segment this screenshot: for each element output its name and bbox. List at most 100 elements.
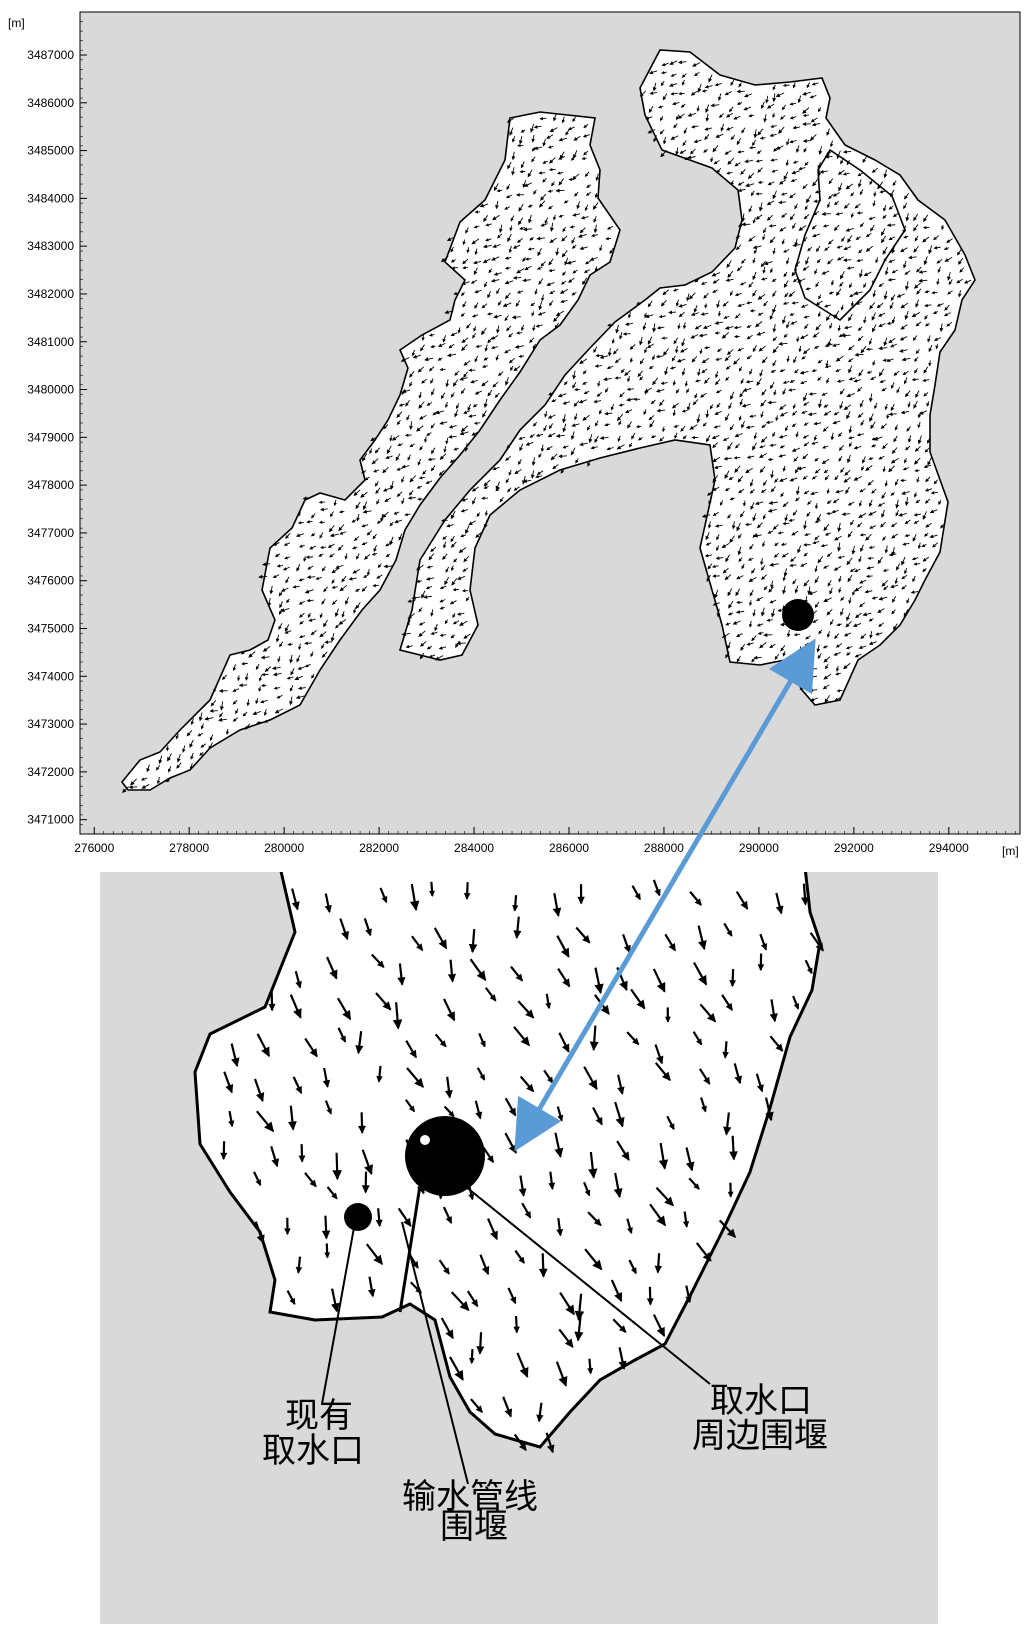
velocity-arrow-head [875,632,880,636]
velocity-arrow-head [533,125,538,129]
velocity-arrow-head [375,489,380,495]
velocity-arrow-head [837,547,842,552]
velocity-arrow-head [491,257,496,261]
velocity-arrow-head [833,567,839,571]
velocity-arrow-head [439,633,444,637]
velocity-arrow-head [380,517,384,523]
velocity-arrow-head [586,184,590,188]
velocity-arrow-head [610,406,614,411]
velocity-arrow-head [295,1085,302,1095]
velocity-arrow-head [878,596,883,601]
velocity-arrow-head [677,114,683,119]
velocity-arrow-head [165,747,170,752]
velocity-arrow-head [822,224,827,228]
velocity-arrow-head [298,646,302,651]
velocity-arrow-head [575,459,579,464]
velocity-arrow-head [863,319,867,324]
velocity-arrow-head [329,533,335,538]
velocity-arrow-head [906,599,910,604]
velocity-arrow-head [273,686,278,690]
velocity-arrow-head [271,1158,279,1168]
velocity-arrow-head [882,445,886,450]
velocity-arrow-head [690,334,695,339]
velocity-arrow-head [459,377,464,381]
velocity-arrow-head [660,152,665,158]
velocity-arrow-head [376,1075,383,1083]
velocity-arrow-head [883,207,887,212]
velocity-arrow-head [753,435,758,440]
velocity-arrow-head [923,533,928,537]
velocity-arrow-head [888,206,893,210]
velocity-arrow-head [775,93,781,97]
velocity-arrow-head [748,578,754,583]
velocity-arrow-head [800,335,805,339]
velocity-arrow-head [759,445,763,449]
velocity-arrow-head [324,640,329,644]
velocity-arrow-head [448,434,453,439]
velocity-arrow-head [571,239,575,244]
velocity-arrow-head [856,258,861,263]
velocity-arrow-head [450,567,455,572]
velocity-arrow-head [577,233,583,238]
velocity-arrow-head [717,313,722,317]
velocity-arrow-head [572,118,576,123]
velocity-arrow-head [792,160,797,164]
velocity-arrow-head [430,631,435,635]
velocity-arrow-head [397,977,406,986]
velocity-arrow-head [425,586,430,590]
velocity-arrow-head [200,744,205,748]
velocity-arrow-head [826,511,830,516]
velocity-arrow-head [730,395,734,400]
velocity-arrow-head [762,270,766,274]
velocity-arrow-head [778,478,784,482]
velocity-arrow-head [329,969,338,980]
velocity-arrow-head [572,213,577,217]
velocity-arrow-head [619,393,623,398]
velocity-arrow-head [959,269,963,273]
velocity-arrow-head [765,99,769,104]
velocity-arrow-head [704,127,709,131]
velocity-arrow-head [402,389,407,393]
velocity-arrow-head [593,349,597,354]
velocity-arrow-head [749,309,754,313]
velocity-arrow-head [761,391,766,396]
velocity-arrow-head [472,500,476,505]
velocity-arrow-head [258,688,262,693]
velocity-arrow-head [699,350,703,355]
velocity-arrow-head [923,464,928,469]
velocity-arrow-head [818,150,823,156]
velocity-arrow-head [678,91,682,96]
velocity-arrow-head [689,150,694,155]
velocity-arrow-head [869,634,873,639]
velocity-arrow-head [929,509,935,514]
velocity-arrow-head [385,543,390,547]
velocity-arrow-head [200,725,205,730]
velocity-arrow-head [284,556,289,560]
velocity-arrow-head [841,512,846,517]
velocity-arrow-head [473,270,478,276]
velocity-arrow-head [859,533,864,537]
y-tick-label: 3474000 [27,669,74,683]
velocity-arrow-head [811,225,816,230]
velocity-arrow-head [248,653,253,658]
velocity-arrow-head [726,1228,737,1239]
velocity-arrow-head [856,432,861,437]
velocity-arrow-head [483,357,488,361]
velocity-arrow-head [319,633,324,638]
velocity-arrow-head [417,497,421,501]
velocity-arrow-head [551,182,555,187]
velocity-arrow-head [522,227,528,232]
velocity-arrow-head [383,564,388,569]
velocity-arrow-head [302,496,307,501]
velocity-arrow-head [797,278,802,283]
velocity-arrow-head [492,383,497,388]
velocity-arrow-head [779,445,784,449]
velocity-arrow-head [792,243,797,248]
velocity-arrow-head [680,104,685,108]
velocity-arrow-head [621,1151,630,1161]
velocity-arrow-head [355,504,360,510]
velocity-arrow-head [629,443,633,448]
velocity-arrow-head [901,357,907,362]
velocity-arrow-head [504,266,509,270]
detail-flow-map: 现有 取水口 输水管线 围堰 取水口 周边围堰 [100,872,938,1624]
